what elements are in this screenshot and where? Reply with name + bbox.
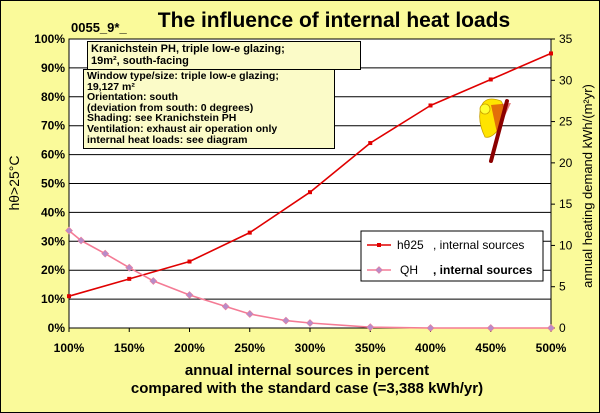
series-qh-point [366,323,375,332]
series-qh-point [77,236,85,245]
y-left-tick-label: 40% [41,205,65,219]
y-left-tick-label: 0% [48,321,66,335]
y-left-tick-label: 80% [41,90,65,104]
y-left-tick-label: 10% [41,292,65,306]
series-h25-point [247,230,252,235]
legend-red-name: hθ25 [397,238,424,252]
info-box-parameters-line5: Shading: see Kranichstein PH [87,112,237,125]
series-qh-point [125,263,134,272]
y-left-tick-label: 60% [41,148,65,162]
y-right-tick-label: 20 [559,156,573,170]
x-tick-label: 100% [54,341,85,355]
info-box-parameters-line3: Orientation: south [87,91,178,104]
legend-red-suffix: , internal sources [433,238,524,252]
info-box-parameters-line6: Ventilation: exhaust air operation only [87,122,278,135]
x-tick-label: 200% [174,341,205,355]
y-right-tick-label: 5 [559,280,566,294]
series-h25-point [308,190,312,195]
y-right-tick-label: 25 [559,115,573,129]
series-qh-point [65,226,73,235]
series-h25-point [187,259,192,264]
series-qh-point [547,324,555,332]
icon-rod [489,99,509,163]
legend-red-marker [377,243,381,247]
info-box-parameters-line2: 19,127 m² [87,80,135,93]
series-h25-point [488,77,493,82]
series-qh-point [101,249,110,258]
info-box-parameters: Window type/size: triple low-e glazing; … [83,69,335,149]
y-right-tick-label: 10 [559,238,573,252]
x-tick-label: 450% [475,341,506,355]
series-h25-point [127,276,132,281]
y-left-tick-label: 30% [41,234,65,248]
y-right-tick-label: 0 [559,321,566,335]
y-left-tick-label: 70% [41,119,65,133]
series-qh-point [149,277,158,285]
x-tick-label: 150% [114,341,145,355]
y-right-tick-label: 35 [559,32,573,46]
x-tick-label: 500% [536,341,567,355]
series-qh-point [282,316,290,325]
y-right-axis-label: annual heating demand kWh/(m²yr) [580,84,595,288]
series-h25-point [67,294,71,299]
y-left-tick-label: 100% [34,32,65,46]
info-box-parameters-line7: internal heat loads: see diagram [87,133,248,146]
legend-pink-suffix: , internal sources [433,263,533,277]
icon-sun-dot [479,103,491,115]
y-right-label: annual heating demand kWh/(m²yr) [580,84,595,288]
y-left-tick-label: 90% [41,61,65,75]
series-h25-point [549,51,553,56]
info-box-building: Kranichstein PH, triple low-e glazing; 1… [87,41,361,70]
series-qh-point [185,291,194,299]
y-right-tick-label: 15 [559,197,573,211]
info-box-building-line1: Kranichstein PH, triple low-e glazing; [91,43,285,55]
info-box-building-line2: 19m², south-facing [91,55,189,67]
series-qh-line [68,229,551,329]
x-axis-label-line1: annual internal sources in percent [185,362,429,379]
y-left-label: hθ>25°C [6,155,22,210]
x-tick-label: 300% [295,341,326,355]
y-right-tick-label: 30 [559,73,573,87]
chart-title: The influence of internal heat loads [158,9,510,32]
series-layer [65,51,555,332]
axis-layer: 0% 10% 20% 30% 40% 50% 60% 70% 80% 90% 100% 0 5 10 15 2… [34,32,572,355]
info-box-parameters-line1: Window type/size: triple low-e glazing; [87,70,279,82]
y-left-tick-label: 20% [41,263,65,277]
legend-box [360,230,544,282]
x-tick-label: 350% [355,341,386,355]
chart-id-label: 0055_9*_ [71,20,127,35]
series-qh-point [486,324,495,332]
x-tick-label: 400% [415,341,446,355]
legend-pink-name: QH [400,263,418,277]
y-left-tick-label: 50% [41,177,65,191]
x-tick-label: 250% [234,341,265,355]
x-axis-label-line2: compared with the standard case (=3,388 … [131,380,483,397]
legend-pink-marker [375,266,383,274]
series-qh-point [221,302,230,311]
y-left-axis-label: hθ>25°C [6,155,22,210]
info-box-parameters-line4: (deviation from south: 0 degrees) [87,101,254,114]
series-h25-point [368,141,373,146]
series-h25-point [428,103,433,108]
series-qh-point [426,324,435,332]
series-qh-point [306,319,314,327]
series-qh-point [245,310,254,318]
window-shading-icon [479,98,511,163]
